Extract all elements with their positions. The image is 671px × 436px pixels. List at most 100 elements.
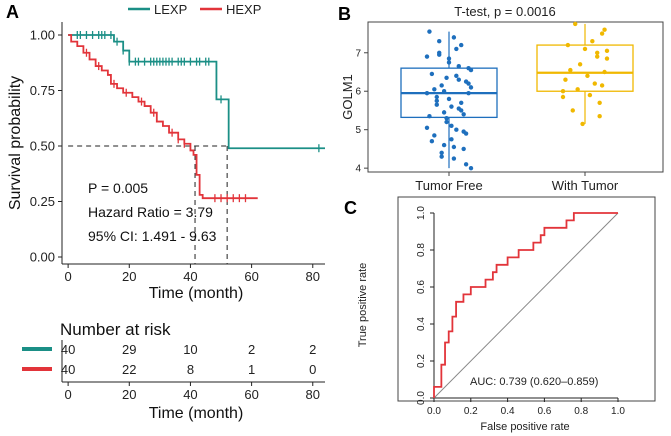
km-confidence-interval: 95% CI: 1.491 - 9.63: [88, 228, 217, 244]
boxplot-point: [466, 90, 471, 96]
boxplot-point: [456, 64, 461, 69]
risk-cell-hexp: 0: [309, 362, 316, 377]
boxplot-point: [434, 102, 439, 107]
boxplot-point: [560, 89, 566, 94]
roc-auc-label: AUC: 0.739 (0.620–0.859): [470, 376, 598, 388]
roc-y-axis-title: True positive rate: [357, 263, 369, 348]
boxplot-point: [463, 162, 469, 167]
boxplot-point: [446, 60, 452, 65]
boxplot-point: [444, 75, 449, 80]
roc-x-ticks: 0.0 0.2 0.4 0.6 0.8 1.0: [427, 398, 625, 417]
risk-table-x-ticks: 0 20 40 60 80: [64, 382, 320, 402]
boxplot-point: [444, 115, 449, 121]
boxplot-point: [468, 67, 474, 73]
roc-x-tick-label: 0.2: [464, 406, 478, 417]
boxplot-point: [563, 77, 568, 82]
boxplot-title: T-test, p = 0.0016: [454, 4, 556, 19]
km-x-tick-label: 80: [306, 269, 320, 284]
boxplot-point: [429, 139, 435, 144]
roc-y-tick-label: 1.0: [416, 206, 427, 220]
km-x-tick-label: 20: [122, 269, 136, 284]
boxplot-point: [573, 21, 578, 27]
risk-cell-hexp: 8: [187, 362, 194, 377]
boxplot-point: [434, 98, 439, 104]
risk-cell-hexp: 22: [122, 362, 136, 377]
km-y-tick-label: 0.50: [30, 139, 55, 154]
boxplot-point: [424, 90, 430, 96]
boxplot-y-tick-label: 4: [355, 164, 361, 175]
boxplot-point: [580, 121, 585, 127]
risk-x-tick-label: 0: [64, 387, 71, 402]
boxplot-point: [565, 42, 571, 48]
boxplot-point: [587, 92, 593, 98]
boxplot-point: [454, 127, 459, 132]
risk-cell-lexp: 2: [248, 342, 255, 357]
boxplot-point: [444, 119, 449, 125]
boxplot-point: [454, 46, 459, 52]
boxplot-point: [427, 114, 432, 119]
panel-label-a: A: [6, 2, 19, 22]
boxplot-frame: [367, 21, 664, 173]
boxplot-y-ticks: 4 5 6 7: [355, 48, 368, 175]
boxplot-point: [582, 46, 588, 52]
boxplot-point: [592, 81, 597, 86]
boxplot-point: [432, 133, 437, 138]
km-y-tick-label: 0.00: [30, 250, 55, 265]
boxplot-point: [424, 54, 430, 59]
km-y-tick-label: 0.75: [30, 83, 55, 98]
km-x-tick-label: 0: [64, 269, 71, 284]
risk-table-x-title: Time (month): [149, 405, 244, 422]
boxplot-point: [468, 165, 474, 171]
boxplot-point: [449, 123, 454, 129]
roc-curve-line: [433, 212, 618, 398]
boxplot-point: [568, 67, 573, 73]
risk-cell-hexp: 40: [61, 362, 75, 377]
boxplot-point: [451, 144, 457, 150]
roc-x-tick-label: 0.6: [537, 406, 551, 417]
roc-x-tick-label: 0.8: [574, 406, 588, 417]
roc-y-tick-label: 0.6: [416, 280, 427, 294]
legend-label-hexp: HEXP: [226, 2, 261, 17]
boxplot-point: [599, 83, 605, 88]
risk-table-legend: [22, 347, 52, 371]
boxplot-point: [459, 100, 464, 105]
km-y-tick-label: 1.00: [30, 28, 55, 43]
roc-curve: [433, 212, 618, 398]
km-x-axis-title: Time (month): [149, 285, 244, 302]
boxplot-point: [451, 156, 457, 161]
boxplot-x-label: With Tumor: [552, 178, 619, 193]
boxplot-point: [463, 131, 469, 136]
boxplot-point: [595, 50, 600, 55]
boxplot-point: [427, 29, 432, 34]
roc-x-tick-label: 0.0: [427, 406, 441, 417]
boxplot-point: [441, 110, 447, 115]
roc-y-tick-label: 0.8: [416, 243, 427, 257]
risk-cell-hexp: 1: [248, 362, 255, 377]
km-y-tick-label: 0.25: [30, 194, 55, 209]
boxplot-point: [461, 112, 466, 117]
boxplot-point: [441, 89, 447, 94]
km-p-value: P = 0.005: [88, 180, 148, 196]
roc-x-tick-label: 0.4: [501, 406, 515, 417]
boxplot-point: [560, 94, 566, 100]
km-curves: [68, 31, 325, 203]
boxplot-box: [536, 44, 634, 92]
boxplot-point: [439, 150, 444, 155]
boxplot-point: [429, 71, 435, 77]
boxplot-point: [602, 27, 607, 32]
boxplot-point: [595, 54, 600, 59]
boxplot-point: [597, 114, 602, 119]
km-median-lines: [68, 145, 228, 264]
roc-y-ticks: 0.0 0.2 0.4 0.6 0.8 1.0: [416, 206, 434, 405]
km-curve-lexp: [68, 34, 325, 150]
roc-y-tick-label: 0.2: [416, 354, 427, 368]
risk-table-cells: 40 29 10 2 240 22 8 1 0: [61, 342, 317, 377]
boxplot-point: [459, 42, 464, 48]
boxplot-point: [424, 125, 430, 130]
boxplot-point: [437, 39, 442, 44]
boxplot-point: [439, 154, 444, 159]
boxplot-point: [599, 31, 605, 36]
boxplot-point: [446, 96, 452, 102]
boxplot-point: [454, 73, 459, 79]
boxplot-y-axis-title: GOLM1: [340, 74, 355, 120]
